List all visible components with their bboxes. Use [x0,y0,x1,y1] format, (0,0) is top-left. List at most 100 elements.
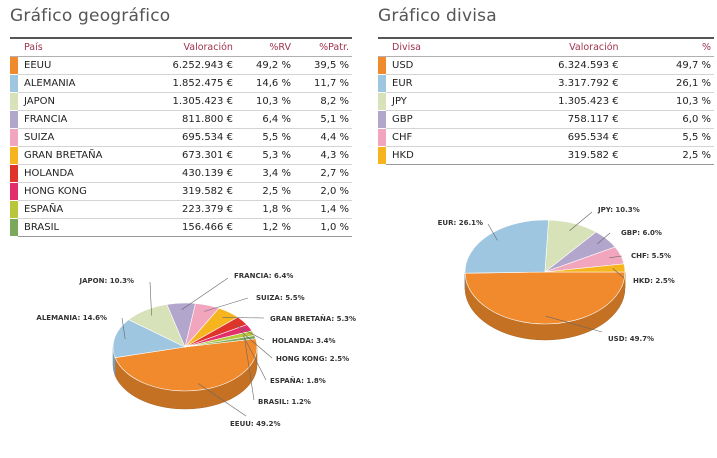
geo-header-pais: País [10,37,142,57]
table-row: HONG KONG 319.582 €2,5 % 2,0 % [10,182,352,201]
color-swatch [10,74,18,93]
row-patr: 1,0 % [293,218,352,237]
row-patr: 4,4 % [293,128,352,147]
row-valor: 695.534 € [141,128,236,147]
pie-label: CHF: 5.5% [631,252,671,260]
row-valor: 758.117 € [471,110,622,129]
row-valor: 1.852.475 € [141,74,236,93]
row-name: HONG KONG [18,182,142,201]
leader-line [222,317,265,319]
row-name: GBP [386,110,472,129]
geo-table: País Valoración %RV %Patr. EEUU 6.252.943… [10,37,352,237]
row-name: HOLANDA [18,164,142,183]
pie-label: USD: 49.7% [608,335,654,343]
row-valor: 156.466 € [141,218,236,237]
table-row: ALEMANIA 1.852.475 €14,6 % 11,7 % [10,74,352,93]
leader-line [233,324,265,341]
geo-header-rv: %RV [235,37,294,57]
leader-line [121,317,126,340]
leader-line [181,277,229,310]
row-valor: 319.582 € [471,146,622,165]
row-pct: 49,7 % [621,56,714,75]
pie-label: FRANCIA: 6.4% [234,272,293,280]
row-patr: 4,3 % [293,146,352,165]
row-valor: 6.324.593 € [471,56,622,75]
leader-line [239,330,273,359]
row-rv: 49,2 % [235,56,294,75]
color-swatch [10,200,18,219]
pie-slice-brasil [184,335,257,348]
div-table-header: Divisa Valoración % [378,37,714,57]
pie-label: GRAN BRETAÑA: 5.3% [270,314,356,323]
row-pct: 26,1 % [621,74,714,93]
row-valor: 1.305.423 € [141,92,236,111]
color-swatch [378,110,386,129]
pie-label: HOLANDA: 3.4% [272,337,336,345]
row-rv: 5,5 % [235,128,294,147]
leader-line [597,232,611,245]
row-name: BRASIL [18,218,142,237]
color-swatch [378,128,386,147]
leader-line [204,297,249,312]
row-name: CHF [386,128,472,147]
pie-slice-usd [464,271,626,325]
row-patr: 1,4 % [293,200,352,219]
color-swatch [10,164,18,183]
div-table: Divisa Valoración % USD 6.324.593 €49,7 %… [378,37,714,165]
leader-line [197,383,247,417]
pie-label: GBP: 6.0% [621,229,662,237]
row-rv: 1,2 % [235,218,294,237]
color-swatch [10,182,18,201]
table-row: JAPON 1.305.423 €10,3 % 8,2 % [10,92,352,111]
pie-label: HONG KONG: 2.5% [276,355,349,363]
table-row: GBP 758.117 €6,0 % [378,110,714,129]
color-swatch [10,218,18,237]
row-name: HKD [386,146,472,165]
table-row: JPY 1.305.423 €10,3 % [378,92,714,111]
row-name: FRANCIA [18,110,142,129]
table-row: GRAN BRETAÑA 673.301 €5,3 % 4,3 % [10,146,352,165]
pie-label: ESPAÑA: 1.8% [270,376,326,385]
geo-pie-chart: EEUU: 49.2% ALEMANIA: 14.6% JAPON: 10.3% FR… [36,272,356,428]
row-valor: 430.139 € [141,164,236,183]
pie-label: JPY: 10.3% [597,206,640,214]
row-rv: 3,4 % [235,164,294,183]
row-rv: 2,5 % [235,182,294,201]
color-swatch [10,92,18,111]
row-name: SUIZA [18,128,142,147]
row-patr: 2,0 % [293,182,352,201]
leader-line [487,223,498,241]
row-name: JAPON [18,92,142,111]
color-swatch [10,128,18,147]
div-header-pct: % [621,37,714,57]
row-rv: 5,3 % [235,146,294,165]
leader-line [244,338,255,401]
pie-slice-eur [464,219,549,274]
geo-header-valoracion: Valoración [141,37,236,57]
div-header-valoracion: Valoración [471,37,622,57]
row-rv: 1,8 % [235,200,294,219]
color-swatch [378,92,386,111]
row-valor: 695.534 € [471,128,622,147]
row-name: EUR [386,74,472,93]
pie-label: JAPON: 10.3% [79,277,134,285]
table-row: USD 6.324.593 €49,7 % [378,56,714,75]
color-swatch [378,74,386,93]
leader-line [545,315,603,333]
row-pct: 2,5 % [621,146,714,165]
row-patr: 5,1 % [293,110,352,129]
pie-label: ALEMANIA: 14.6% [36,314,107,322]
geo-table-body: EEUU 6.252.943 €49,2 % 39,5 % ALEMANIA 1.852… [10,56,352,237]
row-valor: 811.800 € [141,110,236,129]
table-row: EUR 3.317.792 €26,1 % [378,74,714,93]
color-swatch [10,110,18,129]
row-valor: 6.252.943 € [141,56,236,75]
div-table-body: USD 6.324.593 €49,7 % EUR 3.317.792 €26,1 %… [378,56,714,165]
table-row: HOLANDA 430.139 €3,4 % 2,7 % [10,164,352,183]
row-valor: 223.379 € [141,200,236,219]
color-swatch [10,56,18,75]
table-row: CHF 695.534 €5,5 % [378,128,714,147]
pie-slice-alemania [112,319,186,359]
table-row: HKD 319.582 €2,5 % [378,146,714,165]
